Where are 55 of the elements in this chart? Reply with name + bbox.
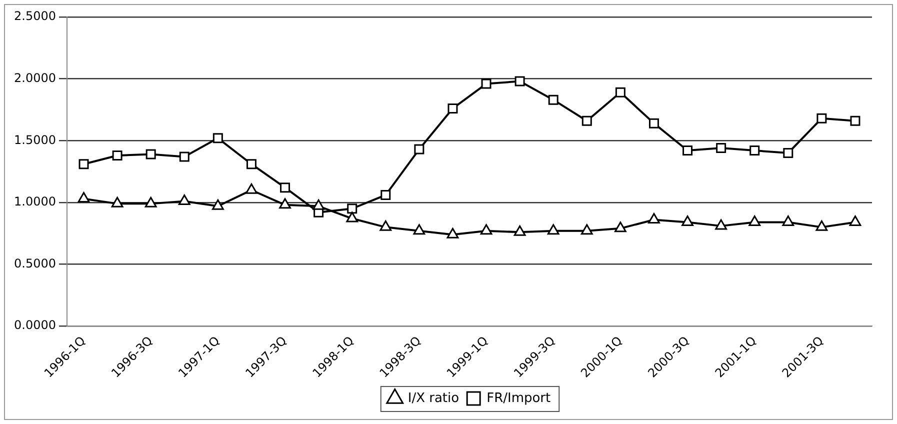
- point: [347, 204, 358, 214]
- point: [648, 118, 659, 128]
- point: [179, 152, 190, 162]
- point: [212, 199, 224, 210]
- point: [413, 224, 426, 235]
- point: [246, 183, 258, 194]
- point: [112, 150, 122, 160]
- point: [346, 212, 358, 222]
- y-tick-label: 2.5000: [14, 9, 56, 24]
- point: [716, 143, 726, 154]
- point: [748, 215, 761, 226]
- point: [816, 220, 828, 231]
- y-tick-label: 2.0000: [14, 70, 56, 85]
- point: [682, 146, 693, 156]
- point: [280, 182, 290, 193]
- point: [582, 116, 592, 126]
- point: [715, 219, 728, 230]
- point: [548, 94, 558, 105]
- point: [448, 103, 458, 114]
- point: [380, 190, 391, 200]
- point: [816, 113, 827, 124]
- point: [446, 228, 459, 238]
- y-tick-label: 0.5000: [14, 256, 56, 270]
- point: [78, 159, 89, 170]
- point: [682, 215, 694, 226]
- legend-label: FR/Import: [486, 390, 551, 406]
- point: [480, 224, 492, 235]
- point: [648, 213, 660, 224]
- point: [547, 224, 560, 235]
- point: [615, 87, 626, 98]
- point: [78, 192, 90, 202]
- point: [111, 196, 124, 208]
- point: [782, 215, 794, 226]
- y-tick-label: 1.0000: [14, 194, 56, 209]
- point: [614, 222, 626, 232]
- y-tick-label: 1.5000: [14, 132, 56, 147]
- point: [279, 198, 291, 209]
- legend-label: I/X ratio: [408, 390, 460, 406]
- point: [414, 144, 424, 154]
- point: [144, 196, 157, 208]
- point: [514, 225, 526, 236]
- point: [212, 133, 223, 144]
- point: [312, 199, 324, 210]
- point: [246, 159, 256, 170]
- point: [146, 149, 156, 160]
- point: [850, 116, 860, 126]
- point: [750, 146, 760, 156]
- point: [380, 220, 392, 231]
- point: [514, 76, 525, 86]
- y-tick-label: 0.0000: [14, 318, 56, 332]
- point: [481, 78, 492, 89]
- point: [783, 148, 794, 158]
- point: [580, 224, 593, 235]
- point: [849, 215, 862, 226]
- point: [178, 194, 190, 205]
